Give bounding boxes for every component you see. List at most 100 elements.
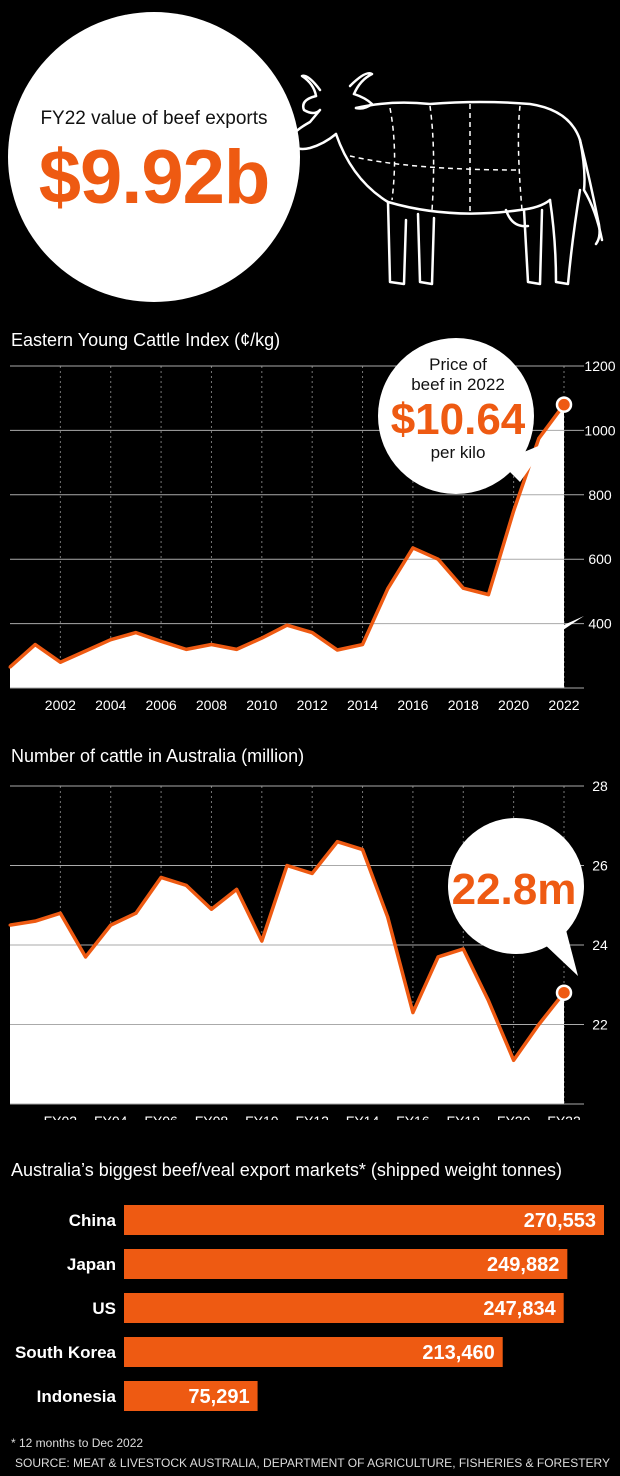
x-tick-label: FY04 [94,1113,128,1120]
data-point [184,647,188,651]
y-tick-label: 22 [592,1017,608,1033]
y-tick-label: 28 [592,778,608,794]
x-tick-label: 2008 [196,697,227,713]
bar-category-label: Japan [67,1255,116,1274]
x-tick-label: 2022 [548,697,579,713]
data-point [109,923,113,927]
x-tick-label: FY08 [195,1113,229,1120]
data-point [58,660,62,664]
bar-category-label: China [69,1211,117,1230]
data-point [310,871,314,875]
data-point [361,643,365,647]
hero-value: $9.92b [38,135,271,220]
x-tick-label: FY14 [346,1113,380,1120]
x-tick-label: 2012 [297,697,328,713]
data-point [411,546,415,550]
cow-icon [288,72,604,286]
data-point [461,586,465,590]
data-point [486,999,490,1003]
x-tick-label: FY06 [144,1113,178,1120]
source-credit: SOURCE: MEAT & LIVESTOCK AUSTRALIA, DEPA… [14,1456,610,1470]
cattle-callout: 22.8m [448,818,584,976]
callout-value: $10.64 [391,395,526,444]
data-point [411,1011,415,1015]
cattle-number-title: Number of cattle in Australia (million) [11,746,305,766]
data-point [361,848,365,852]
data-point [486,593,490,597]
data-point [235,647,239,651]
cattle-index-title: Eastern Young Cattle Index (¢/kg) [11,330,281,350]
x-tick-label: 2018 [448,697,479,713]
data-point [285,864,289,867]
x-tick-label: 2004 [95,697,126,713]
y-tick-label: 24 [592,937,608,953]
x-tick-label: FY12 [295,1113,329,1120]
end-marker [555,396,573,413]
x-tick-label: 2006 [146,697,177,713]
callout-line2: beef in 2022 [411,375,505,394]
x-tick-label: 2016 [397,697,428,713]
x-tick-label: 2002 [45,697,76,713]
x-tick-label: FY20 [497,1113,531,1120]
data-point [386,915,390,919]
x-tick-label: FY16 [396,1113,430,1120]
y-tick-label: 600 [588,551,612,567]
y-tick-label: 400 [588,616,612,632]
data-point [260,939,264,943]
data-point [386,587,390,591]
cattle-number-chart: 22 24 26 28 FY02 FY04 FY06 FY08 FY10 FY12 FY14 FY16… [8,778,608,1120]
data-point [134,631,138,635]
data-point [537,436,541,440]
data-point [260,636,264,640]
callout-value: 22.8m [452,865,577,914]
x-tick-label: FY10 [245,1113,279,1120]
data-point [235,887,239,891]
data-point [58,911,62,915]
callout-bubble [448,818,584,954]
data-point [436,955,440,959]
data-point [209,643,213,647]
data-point [8,923,12,927]
callout-tail [518,616,584,682]
data-point [84,955,88,959]
bar-category-label: US [92,1299,116,1318]
data-point [512,509,516,513]
data-point [285,623,289,627]
bar-value-label: 75,291 [188,1386,249,1408]
data-point [33,643,37,647]
callout-line1: Price of [429,355,487,374]
cattle-index-chart: 400 600 800 1000 1200 2002 2004 2006 2008 2010 201… [8,338,616,713]
data-point [184,883,188,887]
data-point [159,875,163,879]
footnote: * 12 months to Dec 2022 [11,1436,144,1450]
y-tick-label: 1200 [584,358,615,374]
x-tick-label: 2020 [498,697,529,713]
data-point [209,907,213,911]
bar [124,1293,564,1323]
bar-value-label: 249,882 [487,1254,559,1276]
bar-value-label: 270,553 [524,1210,596,1232]
data-point [109,638,113,642]
bar [124,1205,604,1235]
bar-category-label: Indonesia [37,1387,117,1406]
x-tick-label: FY18 [447,1113,481,1120]
bar-value-label: 213,460 [422,1342,494,1364]
data-point [461,947,465,951]
data-point [8,665,12,669]
callout-pointer [540,930,578,976]
bar [124,1249,568,1279]
callout-bubble [378,338,534,494]
callout-line3: per kilo [431,443,486,462]
data-point [33,919,37,923]
hero-circle: FY22 value of beef exports $9.92b [8,12,300,302]
data-point [134,911,138,915]
data-point [310,631,314,635]
bar-value-label: 247,834 [483,1298,556,1320]
data-point [537,1023,541,1026]
bar [124,1381,258,1411]
data-point [84,649,88,653]
hero-subtitle: FY22 value of beef exports [40,108,268,129]
export-markets-chart: China 270,553 Japan 249,882 US 247,834 South K… [15,1205,604,1411]
bar [124,1337,503,1367]
